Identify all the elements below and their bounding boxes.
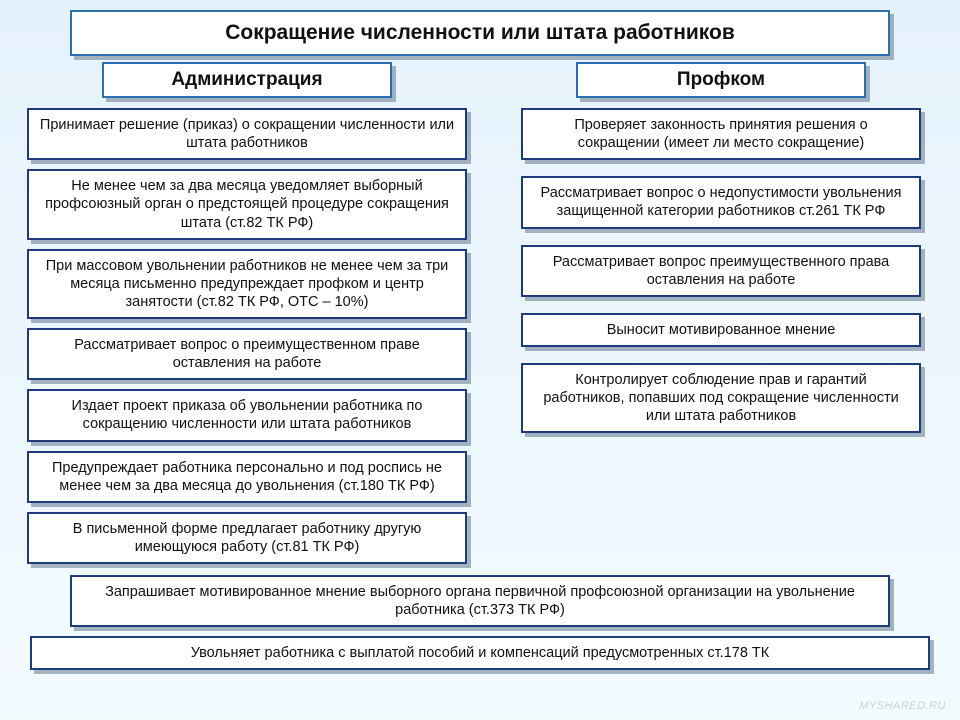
left-column: Администрация Принимает решение (приказ)… [12, 62, 482, 573]
right-node: Контролирует соблюдение прав и гарантий … [521, 363, 921, 433]
left-node: Издает проект приказа об увольнении рабо… [27, 389, 467, 441]
left-node: При массовом увольнении работников не ме… [27, 249, 467, 319]
left-node: Принимает решение (приказ) о сокращении … [27, 108, 467, 160]
right-node: Рассматривает вопрос преимущественного п… [521, 245, 921, 297]
right-column-header: Профком [576, 62, 866, 98]
left-node: Рассматривает вопрос о преимущественном … [27, 328, 467, 380]
main-title: Сокращение численности или штата работни… [70, 10, 890, 56]
columns-row: Администрация Принимает решение (приказ)… [12, 62, 948, 573]
right-column: Профком Проверяет законность принятия ре… [506, 62, 936, 573]
diagram-root: Сокращение численности или штата работни… [0, 0, 960, 720]
left-node: Не менее чем за два месяца уведомляет вы… [27, 169, 467, 239]
right-node: Рассматривает вопрос о недопустимости ув… [521, 176, 921, 228]
left-column-header: Администрация [102, 62, 392, 98]
watermark-text: MYSHARED.RU [859, 700, 946, 712]
right-node: Проверяет законность принятия решения о … [521, 108, 921, 160]
right-node: Выносит мотивированное мнение [521, 313, 921, 347]
bottom-node: Увольняет работника с выплатой пособий и… [30, 636, 930, 670]
bottom-node: Запрашивает мотивированное мнение выборн… [70, 575, 890, 627]
left-node: В письменной форме предлагает работнику … [27, 512, 467, 564]
left-node: Предупреждает работника персонально и по… [27, 451, 467, 503]
